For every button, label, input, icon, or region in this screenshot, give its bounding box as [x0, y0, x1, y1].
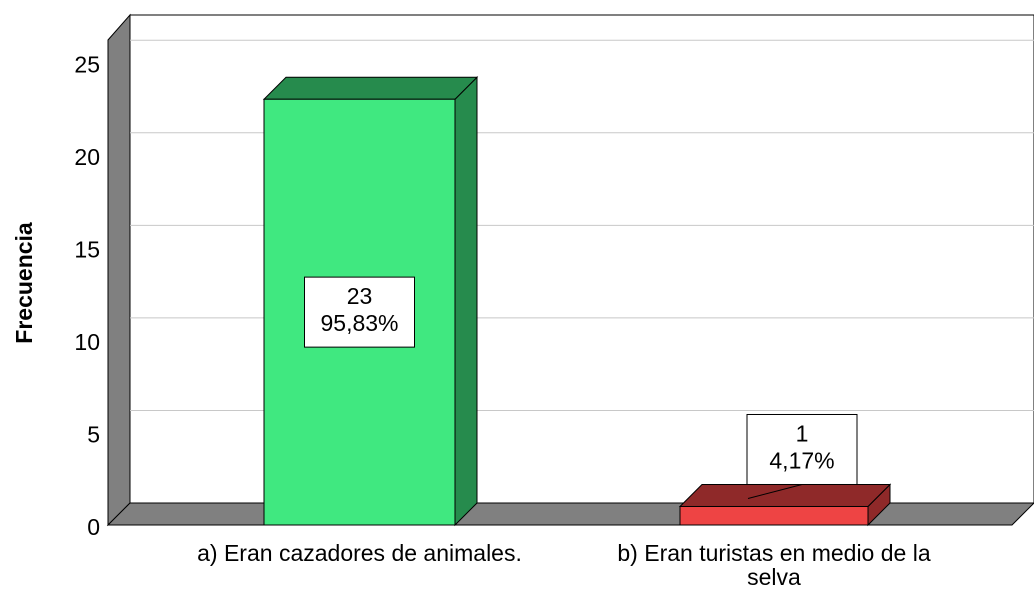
percent-label: 95,83%	[320, 310, 398, 336]
bar-top	[678, 483, 892, 507]
y-tick-label: 5	[87, 422, 100, 448]
x-tick-label: b) Eran turistas en medio de la selva	[617, 540, 931, 590]
floor	[106, 502, 1034, 526]
value-label: 1	[796, 421, 809, 447]
y-tick-label: 25	[74, 51, 100, 77]
x-tick-label: a) Eran cazadores de animales.	[197, 540, 522, 566]
bar-front	[679, 505, 869, 526]
bar	[262, 76, 479, 527]
bar	[678, 483, 892, 527]
bar-side	[454, 76, 478, 527]
y-tick-label: 15	[74, 236, 100, 262]
label-box	[304, 276, 415, 348]
left-wall	[107, 13, 131, 527]
y-axis-title: Frecuencia	[11, 222, 37, 344]
y-tick-label: 20	[74, 144, 100, 170]
label-box	[746, 413, 858, 485]
y-tick-label: 10	[74, 329, 100, 355]
y-tick-label: 0	[87, 514, 100, 540]
percent-label: 4,17%	[769, 448, 834, 474]
value-label: 23	[347, 283, 373, 309]
leader-line	[747, 484, 803, 499]
bar-top	[262, 76, 479, 100]
